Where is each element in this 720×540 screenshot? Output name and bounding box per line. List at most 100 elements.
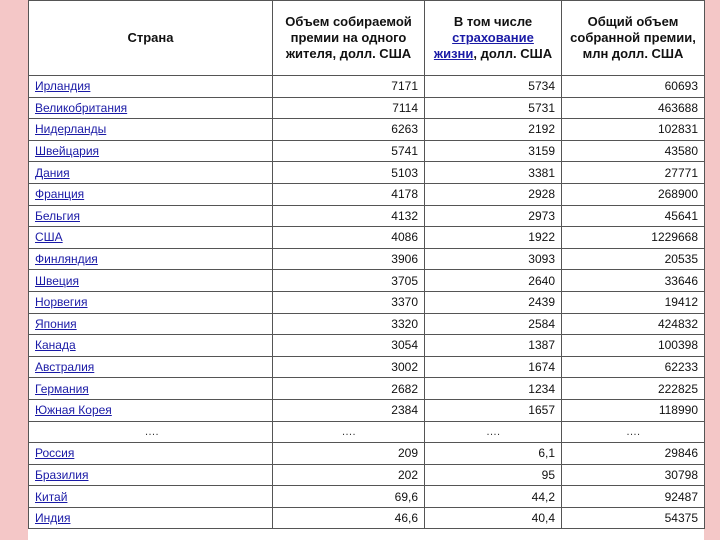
table-row: Бразилия 202 95 30798 [28,463,705,487]
table-row: США 4086 1922 1229668 [28,226,705,249]
life-insurance-value: 3159 [424,139,562,163]
per-capita-value: 3054 [272,334,425,357]
total-premium-value: 102831 [561,118,705,141]
country-link[interactable]: Австралия [28,355,273,379]
life-insurance-value: 1674 [424,355,562,379]
country-link[interactable]: Швеция [28,269,273,292]
per-capita-value: 3002 [272,355,425,379]
header-total: Общий объем собранной премии, млн долл. … [561,0,705,76]
country-link[interactable]: Великобритания [28,96,273,120]
life-insurance-value: 1922 [424,226,562,249]
life-insurance-value: 44,2 [424,485,562,508]
header-life-prefix: В том числе [453,14,533,29]
per-capita-value: 4086 [272,226,425,249]
per-capita-value: 4178 [272,182,425,206]
country-link[interactable]: Дания [28,161,273,184]
life-insurance-value: 2192 [424,118,562,141]
table-row: Франция 4178 2928 268900 [28,182,705,206]
country-link[interactable]: Франция [28,182,273,206]
country-link[interactable]: Германия [28,377,273,400]
life-insurance-value: 6,1 [424,442,562,465]
total-premium-value: 463688 [561,96,705,120]
country-link[interactable]: Бельгия [28,204,273,228]
life-insurance-value: 2928 [424,182,562,206]
table-row: Япония 3320 2584 424832 [28,312,705,336]
total-premium-value: 27771 [561,161,705,184]
life-insurance-value: 95 [424,463,562,487]
country-link[interactable]: Финляндия [28,247,273,271]
total-premium-value: 29846 [561,442,705,465]
country-link[interactable]: Индия [28,506,273,530]
per-capita-value: 7114 [272,96,425,120]
table-header-row: Страна Объем собираемой премии на одного… [28,0,705,76]
country-link[interactable]: США [28,226,273,249]
table-row: Швейцария 5741 3159 43580 [28,139,705,163]
total-premium-value: 30798 [561,463,705,487]
per-capita-value: 2384 [272,398,425,422]
table-row: Великобритания 7114 5731 463688 [28,96,705,120]
life-insurance-value: 40,4 [424,506,562,530]
table-row: Южная Корея 2384 1657 118990 [28,398,705,422]
per-capita-value: 6263 [272,118,425,141]
per-capita-value: 2682 [272,377,425,400]
life-insurance-value: 5731 [424,96,562,120]
table-row: Ирландия 7171 5734 60693 [28,75,705,98]
life-insurance-value: 2439 [424,290,562,314]
country-link[interactable]: Южная Корея [28,398,273,422]
per-capita-value: …. [272,420,425,444]
country-link[interactable]: Швейцария [28,139,273,163]
total-premium-value: 222825 [561,377,705,400]
total-premium-value: 424832 [561,312,705,336]
total-premium-value: 60693 [561,75,705,98]
total-premium-value: 33646 [561,269,705,292]
table-row: Индия 46,6 40,4 54375 [28,506,705,530]
total-premium-value: 20535 [561,247,705,271]
country-link[interactable]: Нидерланды [28,118,273,141]
total-premium-value: 268900 [561,182,705,206]
country-link[interactable]: Канада [28,334,273,357]
table-row: Канада 3054 1387 100398 [28,334,705,357]
total-premium-value: 118990 [561,398,705,422]
per-capita-value: 46,6 [272,506,425,530]
total-premium-value: 45641 [561,204,705,228]
per-capita-value: 209 [272,442,425,465]
life-insurance-value: 2640 [424,269,562,292]
country-link[interactable]: Япония [28,312,273,336]
life-insurance-value: 3381 [424,161,562,184]
life-insurance-value: 2584 [424,312,562,336]
total-premium-value: …. [561,420,705,444]
per-capita-value: 69,6 [272,485,425,508]
country-link[interactable]: Бразилия [28,463,273,487]
total-premium-value: 43580 [561,139,705,163]
per-capita-value: 4132 [272,204,425,228]
header-country: Страна [28,0,273,76]
country-link[interactable]: Россия [28,442,273,465]
country-link[interactable]: Ирландия [28,75,273,98]
country-link: …. [28,420,273,444]
table-row: Норвегия 3370 2439 19412 [28,290,705,314]
header-per-capita: Объем собираемой премии на одного жителя… [272,0,425,76]
table-row: Австралия 3002 1674 62233 [28,355,705,379]
table-row: Германия 2682 1234 222825 [28,377,705,400]
per-capita-value: 202 [272,463,425,487]
table-row: Китай 69,6 44,2 92487 [28,485,705,508]
per-capita-value: 3370 [272,290,425,314]
life-insurance-value: …. [424,420,562,444]
country-link[interactable]: Норвегия [28,290,273,314]
total-premium-value: 54375 [561,506,705,530]
life-insurance-link[interactable]: страхование жизни [433,30,534,61]
total-premium-value: 62233 [561,355,705,379]
table-row: Дания 5103 3381 27771 [28,161,705,184]
insurance-premium-table: Страна Объем собираемой премии на одного… [28,0,705,530]
total-premium-value: 19412 [561,290,705,314]
header-life-insurance: В том числе страхование жизни, долл. США [424,0,562,76]
table-row: Бельгия 4132 2973 45641 [28,204,705,228]
life-insurance-value: 1387 [424,334,562,357]
total-premium-value: 100398 [561,334,705,357]
life-insurance-value: 1234 [424,377,562,400]
country-link[interactable]: Китай [28,485,273,508]
table-row: Финляндия 3906 3093 20535 [28,247,705,271]
per-capita-value: 7171 [272,75,425,98]
table-body: Ирландия 7171 5734 60693 Великобритания 7114 5… [28,75,705,530]
table-row: Швеция 3705 2640 33646 [28,269,705,292]
